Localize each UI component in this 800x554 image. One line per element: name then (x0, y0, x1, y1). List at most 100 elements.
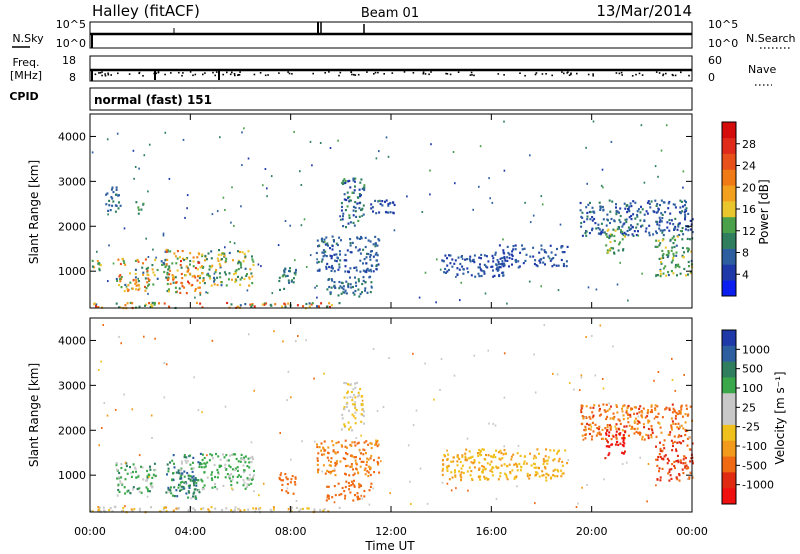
heatmap-cell (227, 278, 230, 281)
heatmap-cell (648, 234, 651, 237)
heatmap-cell (160, 260, 163, 263)
heatmap-cell (618, 243, 621, 246)
heatmap-cell (120, 466, 123, 470)
heatmap-cell (547, 474, 550, 477)
heatmap-cell (349, 267, 352, 270)
colorbar-tick-label: 4 (742, 268, 749, 281)
heatmap-cell (464, 459, 467, 462)
colorbar-block (722, 456, 736, 473)
heatmap-cell (360, 434, 362, 437)
heatmap-cell (103, 402, 106, 404)
heatmap-cell (248, 284, 251, 287)
heatmap-cell (592, 430, 595, 433)
heatmap-cell (358, 448, 361, 451)
nave-point (424, 73, 427, 75)
heatmap-cell (250, 305, 253, 308)
cpid-text: normal (fast) 151 (94, 93, 212, 107)
heatmap-cell (470, 274, 473, 277)
heatmap-cell (342, 179, 345, 182)
heatmap-cell (663, 229, 666, 232)
heatmap-cell (495, 268, 498, 271)
heatmap-cell (344, 270, 347, 273)
heatmap-cell (621, 410, 624, 413)
heatmap-cell (136, 258, 139, 261)
heatmap-cell (345, 198, 348, 202)
heatmap-cell (122, 506, 125, 510)
nave-point (377, 71, 379, 74)
colorbar-block (722, 440, 736, 457)
heatmap-cell (236, 466, 239, 469)
heatmap-cell (526, 475, 529, 478)
heatmap-cell (584, 437, 587, 440)
heatmap-cell (430, 143, 432, 146)
heatmap-cell (181, 285, 184, 288)
heatmap-cell (501, 262, 504, 265)
heatmap-cell (595, 227, 598, 230)
heatmap-cell (153, 462, 156, 465)
heatmap-cell (190, 467, 193, 470)
heatmap-cell (132, 278, 135, 282)
heatmap-cell (495, 465, 498, 468)
heatmap-cell (328, 265, 331, 269)
heatmap-cell (130, 471, 133, 475)
heatmap-cell (330, 257, 333, 260)
heatmap-cell (600, 184, 603, 187)
heatmap-cell (251, 304, 254, 307)
heatmap-cell (659, 426, 662, 429)
heatmap-cell (185, 292, 188, 295)
heatmap-cell (135, 201, 138, 204)
heatmap-cell (216, 276, 219, 279)
colorbar-tick-label: -1000 (742, 479, 774, 492)
heatmap-cell (603, 478, 605, 481)
heatmap-cell (654, 165, 657, 168)
heatmap-cell (99, 264, 102, 267)
heatmap-cell (341, 445, 344, 448)
heatmap-cell (320, 302, 323, 305)
heatmap-cell (524, 201, 526, 204)
heatmap-cell (667, 252, 670, 255)
colorbar-tick-label: 500 (742, 363, 763, 376)
heatmap-cell (127, 489, 130, 492)
heatmap-cell (655, 435, 658, 438)
heatmap-cell (115, 188, 118, 191)
heatmap-cell (627, 434, 630, 437)
heatmap-cell (654, 408, 657, 412)
heatmap-cell (473, 461, 476, 464)
heatmap-cell (528, 477, 531, 480)
nave-point (181, 74, 183, 77)
heatmap-cell (378, 471, 381, 474)
heatmap-cell (358, 193, 361, 196)
heatmap-cell (294, 483, 297, 486)
heatmap-cell (691, 476, 694, 479)
heatmap-cell (594, 423, 597, 426)
heatmap-cell (624, 207, 627, 210)
heatmap-cell (600, 413, 603, 416)
heatmap-cell (496, 269, 499, 272)
heatmap-cell (494, 424, 497, 427)
heatmap-cell (358, 450, 361, 453)
heatmap-cell (673, 227, 676, 230)
heatmap-cell (363, 188, 366, 192)
heatmap-cell (148, 490, 151, 493)
heatmap-cell (330, 304, 333, 307)
heatmap-cell (359, 252, 362, 255)
heatmap-cell (213, 280, 215, 283)
heatmap-cell (607, 453, 610, 457)
heatmap-cell (552, 257, 555, 260)
freq-tick-high: 18 (62, 54, 76, 67)
heatmap-cell (187, 484, 190, 488)
heatmap-cell (135, 284, 138, 287)
heatmap-cell (680, 424, 683, 427)
nave-point (566, 72, 568, 74)
heatmap-cell (650, 425, 653, 428)
heatmap-cell (644, 230, 647, 233)
heatmap-cell (606, 425, 609, 429)
heatmap-cell (148, 283, 151, 286)
heatmap-cell (503, 255, 506, 259)
heatmap-cell (191, 476, 194, 479)
y-tick-label: 4000 (58, 130, 86, 143)
heatmap-cell (367, 475, 370, 478)
heatmap-cell (338, 493, 341, 497)
heatmap-cell (130, 475, 133, 478)
heatmap-cell (684, 204, 686, 207)
